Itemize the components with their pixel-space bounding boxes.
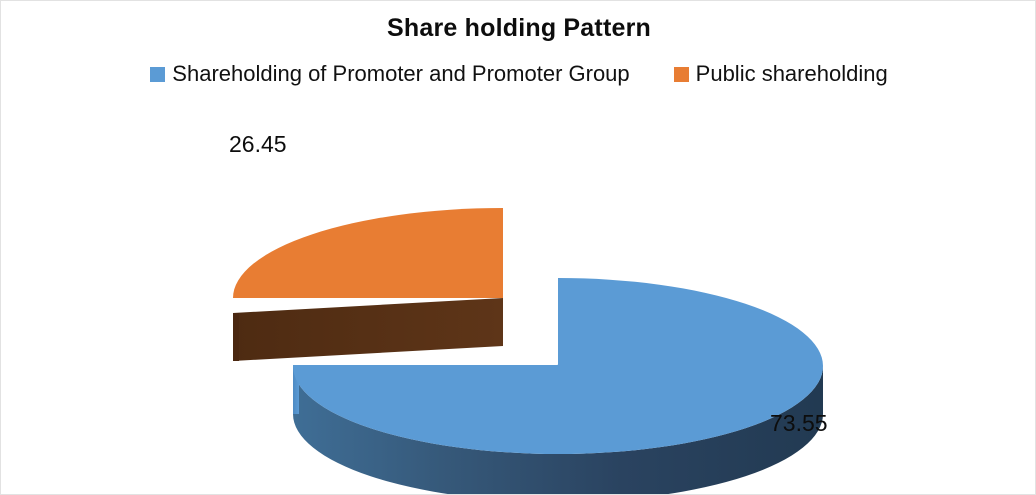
legend-swatch-promoter — [150, 66, 166, 82]
legend-item-public[interactable]: Public shareholding — [673, 61, 888, 86]
data-label-public-shareholding: 26.45 — [229, 131, 287, 157]
pie-slice-promoter-group[interactable] — [293, 278, 823, 495]
legend-label-public: Public shareholding — [695, 61, 888, 86]
pie-slice-promoter-outer-wall — [293, 366, 823, 494]
pie-slice-public-shareholding[interactable] — [233, 208, 503, 361]
data-label-promoter-group: 73.55 — [770, 410, 828, 436]
legend-swatch-public — [673, 66, 689, 82]
chart-title: Share holding Pattern — [387, 14, 651, 42]
pie-explode-gap — [503, 208, 558, 365]
chart-legend: Shareholding of Promoter and Promoter Gr… — [1, 61, 1035, 86]
pie-chart-graphic — [233, 208, 823, 495]
pie-slice-public-top — [233, 208, 503, 298]
pie-slice-public-side-wall — [233, 298, 503, 361]
legend-label-promoter: Shareholding of Promoter and Promoter Gr… — [172, 61, 630, 86]
legend-item-promoter[interactable]: Shareholding of Promoter and Promoter Gr… — [150, 61, 630, 86]
pie-slice-public-left-wall — [233, 313, 239, 361]
